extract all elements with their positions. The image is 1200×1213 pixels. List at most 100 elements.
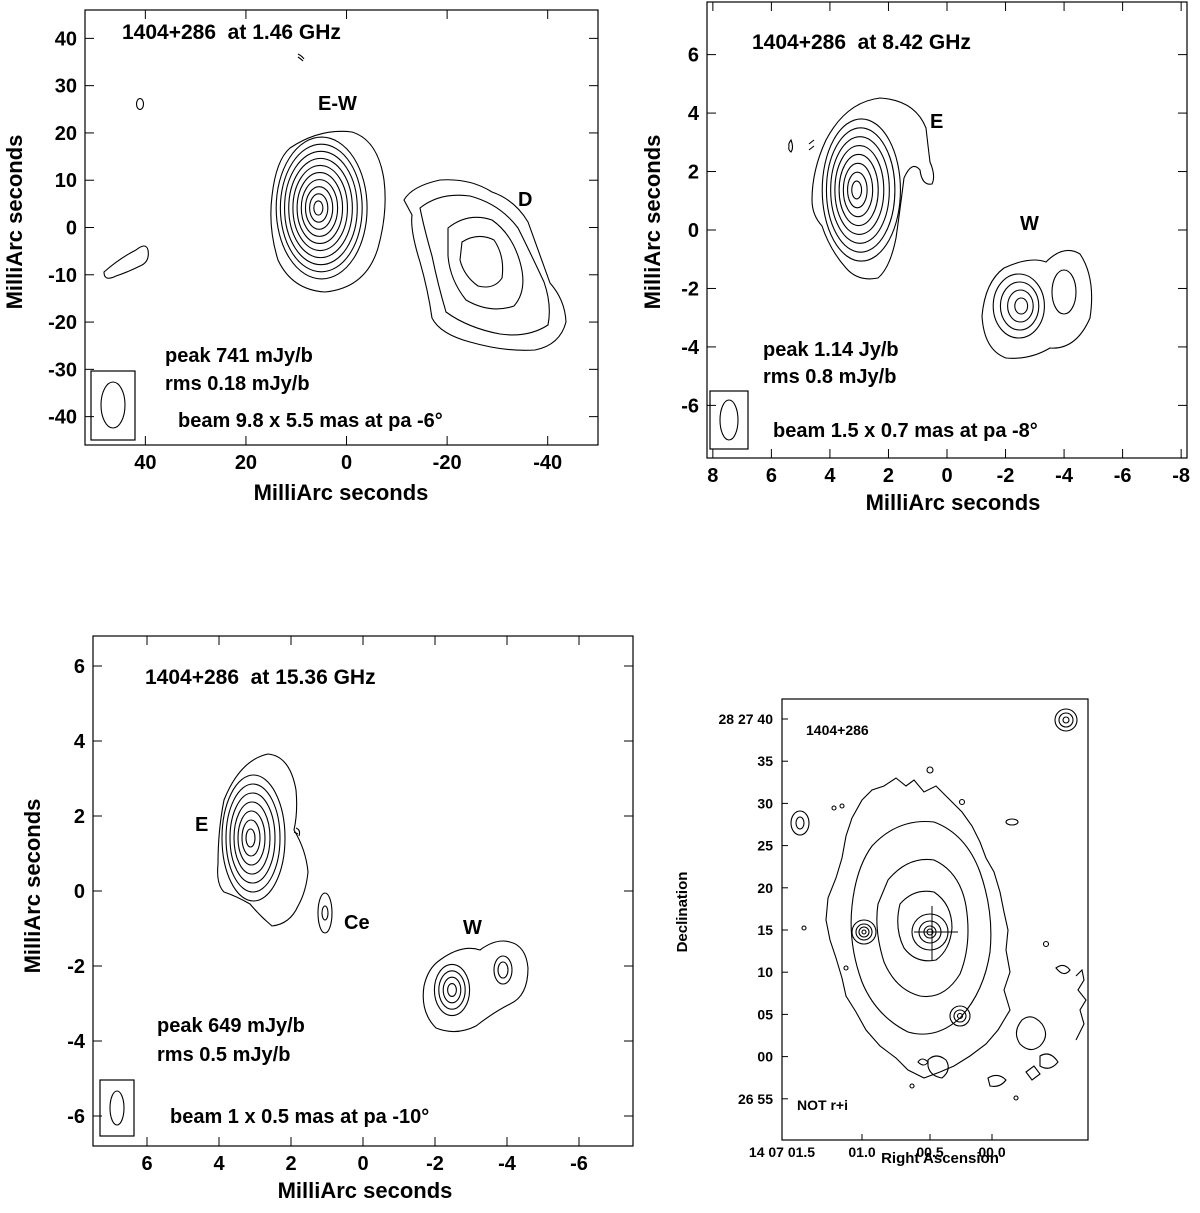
- y-tick-label: 0: [66, 218, 77, 240]
- x-tick-label: 0: [941, 465, 952, 487]
- y-tick-label: 28 27 40: [719, 711, 774, 727]
- y-axis-label: MilliArc seconds: [2, 135, 27, 310]
- noise-contour: [297, 53, 305, 62]
- contour-ring: [838, 153, 879, 227]
- annotation-peak: peak 649 mJy/b: [157, 1015, 305, 1037]
- y-tick-label: -10: [48, 265, 77, 287]
- x-tick-label: -4: [498, 1153, 517, 1175]
- y-axis-label: Declination: [674, 872, 691, 953]
- axis-ticks: 14 07 01.5 01.0 00.5 00.0 28 27 40 35 30 25 20 15…: [719, 711, 1006, 1160]
- annotation-beam: beam 1 x 0.5 mas at pa -10°: [170, 1106, 429, 1128]
- component-label-w: W: [1020, 213, 1039, 235]
- noise-contour: [135, 97, 145, 111]
- x-tick-label: 4: [824, 465, 836, 487]
- x-tick-label: -2: [426, 1153, 444, 1175]
- y-tick-label: -6: [67, 1106, 85, 1128]
- chart-title: 1404+286 at 15.36 GHz: [145, 666, 376, 689]
- x-tick-label: 01.0: [848, 1144, 875, 1160]
- y-axis-label: MilliArc seconds: [640, 135, 665, 310]
- contour-ring: [241, 819, 261, 857]
- contour-ring: [304, 186, 334, 230]
- component-label-ce: Ce: [344, 912, 370, 934]
- noise-contour: [293, 827, 301, 837]
- source-e-outer-contour: [811, 97, 935, 280]
- contours: [790, 708, 1087, 1101]
- y-tick-label: 4: [74, 731, 86, 753]
- x-tick-label: 4: [213, 1153, 225, 1175]
- y-tick-label: 10: [757, 964, 773, 980]
- contour-ring: [497, 961, 509, 979]
- x-tick-label: 20: [235, 452, 257, 474]
- contour-ring: [225, 783, 281, 893]
- contour-ring: [288, 157, 353, 259]
- source-w-inner-contours: [992, 269, 1077, 339]
- x-tick-label: -6: [570, 1153, 588, 1175]
- y-tick-label: 30: [757, 795, 773, 811]
- chart-title: 1404+286 at 1.46 GHz: [122, 21, 341, 44]
- contour-ring: [229, 792, 276, 884]
- y-axis-label: MilliArc seconds: [20, 799, 45, 974]
- y-tick-label: 25: [757, 838, 773, 854]
- contours: [217, 753, 529, 1033]
- y-tick-label: 6: [74, 656, 85, 678]
- contour-ring: [279, 143, 363, 273]
- y-tick-label: 35: [757, 753, 773, 769]
- x-tick-label: 2: [883, 465, 894, 487]
- y-tick-label: 05: [757, 1006, 773, 1022]
- y-tick-label: 6: [688, 45, 699, 67]
- y-tick-label: 4: [688, 103, 700, 125]
- y-tick-label: 20: [55, 123, 77, 145]
- y-tick-label: -4: [681, 337, 700, 359]
- contour-ring: [825, 127, 896, 253]
- x-tick-label: 14 07 01.5: [749, 1144, 815, 1160]
- source-w-inner-contours: [433, 955, 513, 1017]
- x-axis-label: MilliArc seconds: [866, 490, 1041, 515]
- plot-frame: [781, 698, 1089, 1141]
- annotation-beam: beam 9.8 x 5.5 mas at pa -6°: [178, 410, 443, 432]
- component-label-e: E: [930, 111, 943, 133]
- plot-frame: [92, 635, 634, 1147]
- x-tick-label: 0: [357, 1153, 368, 1175]
- contour-ring: [283, 150, 358, 266]
- source-w-outer-contour: [981, 249, 1093, 359]
- contour-ring: [851, 180, 863, 200]
- contour-ring: [834, 145, 885, 235]
- contour-ring: [433, 963, 471, 1017]
- x-tick-label: -8: [1172, 465, 1190, 487]
- x-tick-label: 2: [285, 1153, 296, 1175]
- contour-ring: [447, 983, 457, 997]
- y-tick-label: -2: [681, 278, 699, 300]
- source-e-inner-contours: [821, 118, 901, 262]
- x-axis-label: MilliArc seconds: [254, 480, 429, 505]
- plot-frame: [84, 9, 599, 446]
- axis-ticks: 8 6 4 2 0 -2 -4 -6 -8 6 4 2 0 -2 -4 -6: [681, 2, 1190, 487]
- contour-ring: [296, 171, 344, 245]
- panel-1-46ghz: 40 20 0 -20 -40 40 30 20 10 0 -10 -20 -30 -40 1404+28…: [2, 9, 599, 505]
- beam-inset: [709, 390, 749, 450]
- contour-ring: [237, 810, 266, 866]
- y-tick-label: 20: [757, 880, 773, 896]
- axis-ticks: 6 4 2 0 -2 -4 -6 6 4 2 0 -2 -4 -6: [67, 636, 633, 1175]
- contour-ring: [292, 164, 349, 252]
- galaxy-outer-contour: [825, 777, 1011, 1079]
- contours: [788, 97, 1093, 359]
- panel-8-42ghz: 8 6 4 2 0 -2 -4 -6 -8 6 4 2 0 -2 -4 -6 1404+286 at 8.42…: [640, 1, 1190, 515]
- y-tick-label: 26 55: [738, 1091, 773, 1107]
- x-tick-label: 0: [341, 452, 352, 474]
- source-ce-inner-contour: [321, 905, 329, 921]
- y-tick-label: -40: [48, 407, 77, 429]
- source-w-outer-contour: [422, 940, 529, 1033]
- contour-ring: [821, 118, 901, 262]
- source-e-inner-contours: [221, 774, 286, 902]
- contour-ring: [999, 281, 1040, 331]
- source-ew-inner-contours: [275, 136, 368, 280]
- contour-ring: [847, 171, 868, 209]
- source-west-blob-contour: [103, 245, 149, 279]
- panel-optical: 14 07 01.5 01.0 00.5 00.0 28 27 40 35 30 25 20 15…: [674, 698, 1089, 1167]
- contour-ring: [300, 179, 339, 237]
- component-label-e: E: [195, 814, 208, 836]
- contour-ring: [245, 828, 256, 848]
- source-ce-contour: [317, 892, 333, 934]
- y-tick-label: -6: [681, 395, 699, 417]
